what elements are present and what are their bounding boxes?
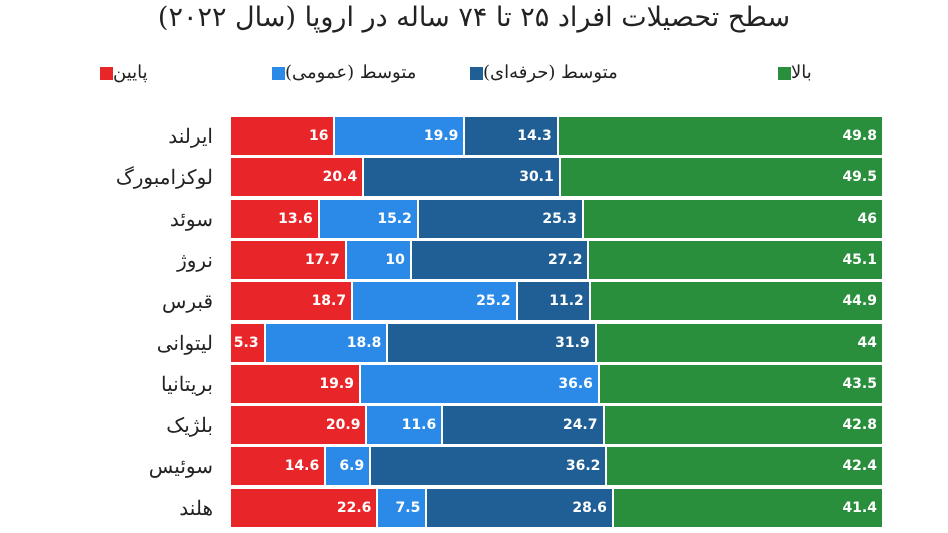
data-label: 18.7 [311,293,347,310]
legend-label: متوسط (حرفه‌ای) [483,62,618,83]
bar-segment-high [583,199,884,238]
data-label: 18.8 [346,334,382,351]
bar-segment-high [590,282,884,321]
bar-segment-low [231,158,365,197]
bar-segment-low [231,488,379,527]
data-label: 41.4 [842,499,877,516]
category-label: قبرس [161,289,213,314]
data-label: 20.9 [325,417,361,434]
bar-segment-low [231,364,361,403]
data-label: 25.3 [542,210,577,227]
data-label: 46 [857,210,877,227]
bar-segment-medium-general [319,199,419,238]
data-label: 49.5 [842,169,877,186]
data-label: 28.6 [572,499,607,516]
data-label: 22.6 [336,499,372,516]
bar-segment-low [231,240,347,279]
data-label: 24.7 [562,417,598,434]
bar-segment-medium-general [360,364,600,403]
data-label: 10 [385,251,405,268]
legend-swatch [100,66,113,80]
bar-segment-medium-general [367,406,444,445]
bar-segment-high [604,406,884,445]
data-label: 45.1 [842,251,877,268]
bar-segment-medium-vocational [418,199,584,238]
bar-segment-high [596,323,884,362]
category-label: بریتانیا [161,371,213,396]
bar-segment-low [231,117,336,155]
data-label: 30.1 [519,169,554,186]
data-label: 20.4 [322,169,358,186]
legend-swatch [778,66,791,80]
data-label: 15.2 [377,210,412,227]
bar-segment-medium-vocational [427,488,614,527]
data-label: 44 [857,334,877,351]
data-label: 25.2 [476,293,511,310]
data-label: 14.6 [284,458,320,475]
data-label: 31.9 [555,334,590,351]
bar-segment-medium-vocational [443,406,605,445]
category-label: سوئد [169,206,213,231]
data-label: 16 [308,128,329,144]
data-label: 19.9 [423,128,459,144]
data-label: 42.8 [842,417,877,434]
data-label: 11.6 [401,417,437,434]
legend-swatch [470,66,483,80]
legend-swatch [272,66,285,80]
chart-title: سطح تحصیلات افراد ۲۵ تا ۷۴ ساله در اروپا… [157,2,791,33]
bar-segment-high [589,240,884,279]
category-label: ایرلند [168,124,213,148]
category-label: لوکزامبورگ [115,165,213,190]
bar-segment-low [231,447,327,486]
bar-segment-medium-general [378,488,428,527]
legend-label: بالا [791,62,812,83]
bar-segment-medium-vocational [411,240,590,279]
legend-label: متوسط (عمومی) [285,62,417,83]
bar-segment-high [599,364,884,403]
data-label: 43.5 [842,375,877,392]
bar-segment-medium-vocational [371,447,608,486]
data-label: 44.9 [842,293,877,310]
data-label: 42.4 [842,458,877,475]
legend-item-medium-general: متوسط (عمومی) [262,62,416,83]
category-label: هلند [179,495,213,520]
legend-label: پایین [113,62,148,83]
bar-segment-medium-vocational [388,323,597,362]
bar-segment-high [558,117,884,155]
data-label: 27.2 [547,251,583,268]
data-label: 19.9 [319,375,354,392]
data-label: 14.3 [517,128,552,144]
category-label: سوئیس [148,454,213,479]
data-label: 11.2 [549,293,584,310]
bar-segment-low [231,323,266,362]
bar-segment-medium-general [265,323,389,362]
bar-segment-high [560,158,884,197]
data-label: 7.5 [395,499,421,516]
bar-segment-medium-general [326,447,372,486]
bar-segment-medium-vocational [364,158,561,197]
legend-item-medium-vocational: متوسط (حرفه‌ای) [460,62,618,83]
category-label: بلژیک [166,413,213,438]
legend-item-high: بالا [768,62,812,83]
bar-segment-medium-general [346,240,412,279]
category-label: نروژ [177,247,213,272]
data-label: 36.6 [558,375,593,392]
bar-segment-medium-vocational [517,282,591,321]
bar-segment-high [613,488,884,527]
bar-segment-medium-vocational [465,117,559,155]
data-label: 6.9 [339,458,365,475]
data-label: 36.2 [565,458,601,475]
bar-segment-low [231,406,368,445]
bar-segment-low [231,199,320,238]
legend-item-low: پایین [90,62,148,83]
data-label: 49.8 [842,128,877,144]
bar-segment-medium-general [353,282,518,321]
data-label: 13.6 [278,210,313,227]
data-label: 5.3 [233,334,259,351]
bar-segment-medium-general [335,117,466,155]
bar-segment-low [231,282,354,321]
data-label: 17.7 [305,251,340,268]
category-label: لیتوانی [156,330,213,355]
bar-segment-high [607,447,884,486]
